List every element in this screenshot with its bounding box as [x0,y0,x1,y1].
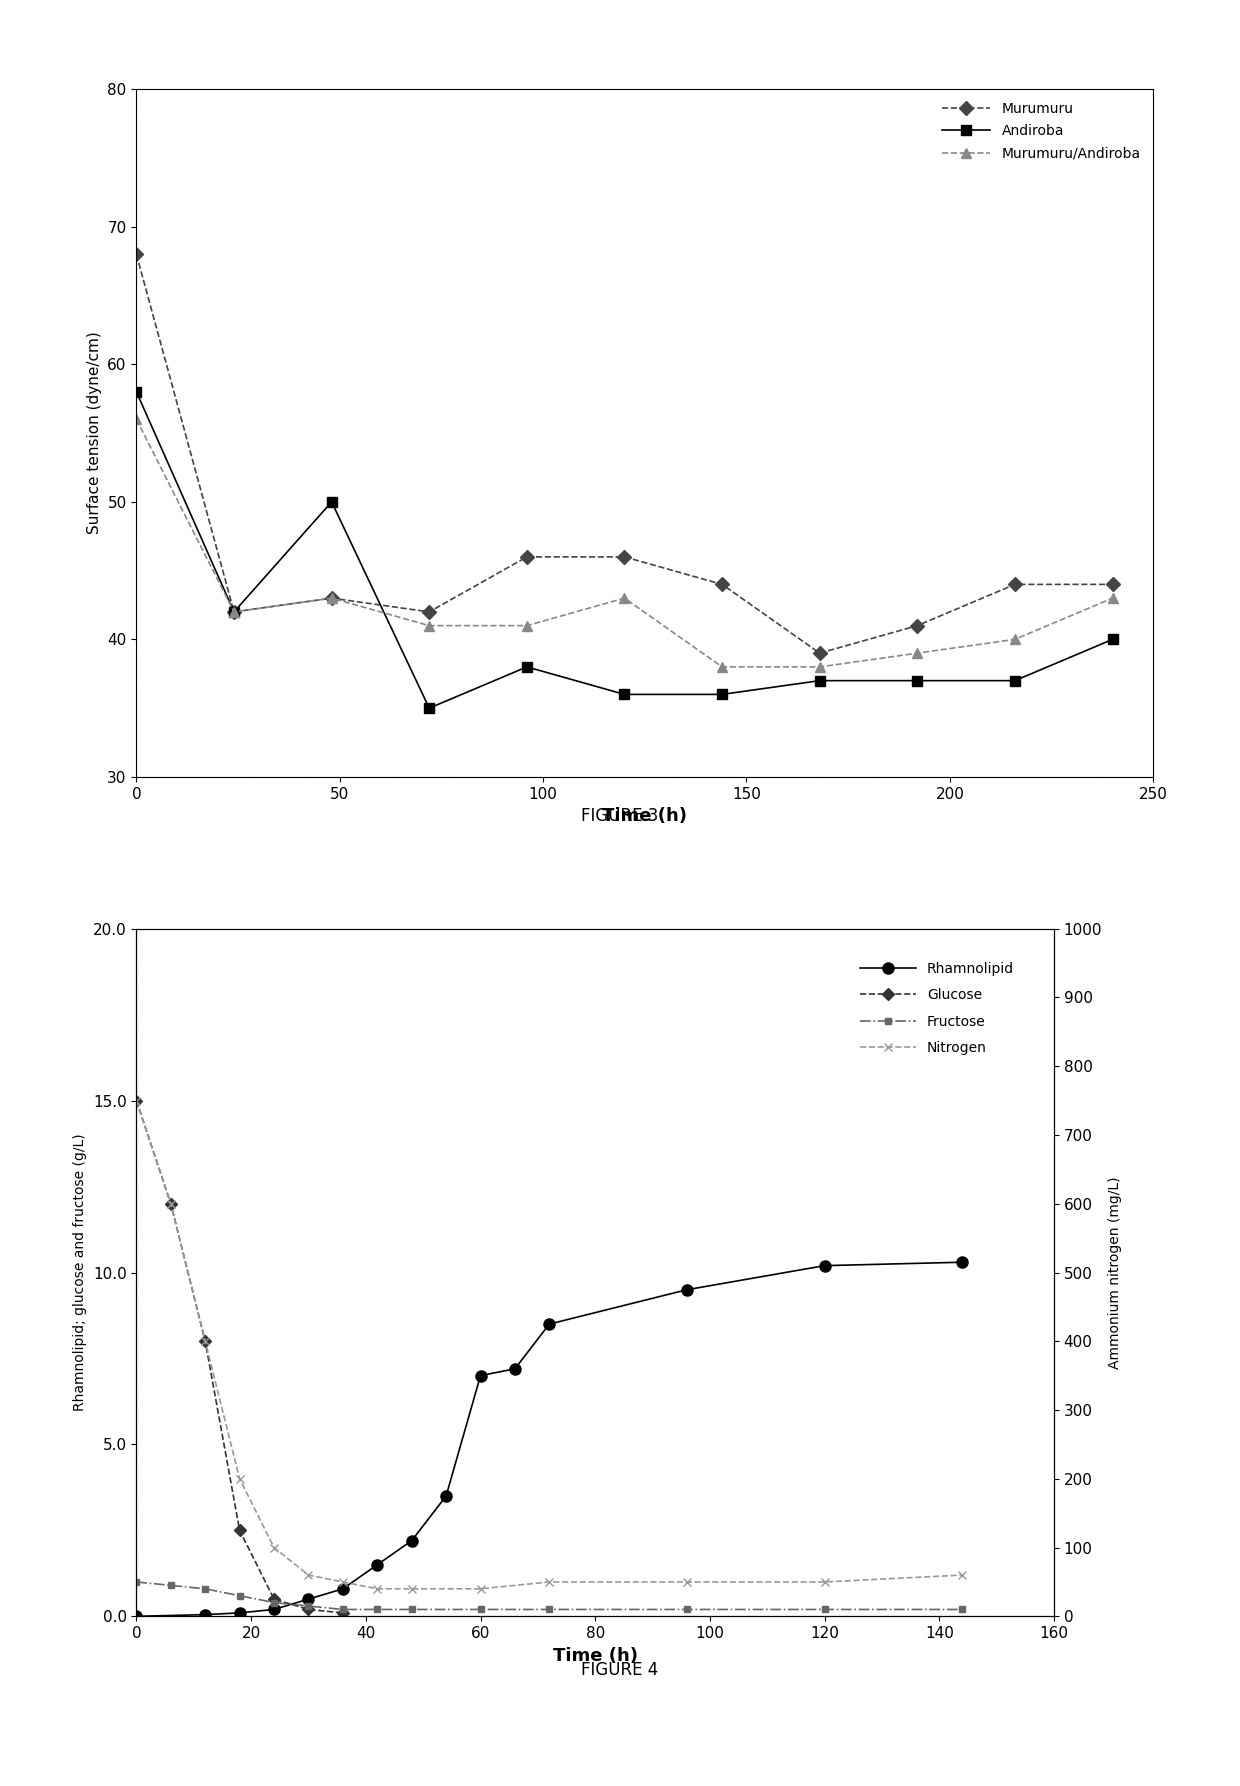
Murumuru [714,573,729,595]
Line: Andiroba: Andiroba [131,388,1117,713]
X-axis label: Time (h): Time (h) [553,1647,637,1665]
Murumuru/Andiroba [714,655,729,677]
Murumuru [422,602,436,623]
Murumuru [129,243,144,264]
Line: Fructose: Fructose [133,1579,966,1613]
Murumuru [520,547,534,568]
Andiroba [324,491,339,513]
Fructose [817,1598,832,1620]
Murumuru [1105,573,1120,595]
Glucose [335,1602,351,1623]
Andiroba [520,655,534,677]
Fructose [267,1591,281,1613]
Rhamnolipid [439,1486,454,1507]
Rhamnolipid [404,1531,419,1552]
Fructose [335,1598,351,1620]
Rhamnolipid [542,1313,557,1334]
Y-axis label: Surface tension (dyne/cm): Surface tension (dyne/cm) [87,332,102,534]
Andiroba [812,670,827,691]
Rhamnolipid [232,1602,247,1623]
Rhamnolipid [955,1252,970,1273]
Glucose [129,1089,144,1111]
Nitrogen [129,1089,144,1111]
Rhamnolipid [198,1604,213,1625]
Murumuru/Andiroba [227,602,242,623]
Murumuru/Andiroba [324,588,339,609]
Murumuru/Andiroba [812,655,827,677]
Rhamnolipid [129,1606,144,1627]
Murumuru/Andiroba [1007,629,1022,650]
Glucose [301,1598,316,1620]
Rhamnolipid [817,1256,832,1277]
Nitrogen [232,1468,247,1490]
Nitrogen [198,1331,213,1352]
Andiroba [714,684,729,705]
Nitrogen [680,1572,694,1593]
Murumuru [910,614,925,636]
Legend: Rhamnolipid, Glucose, Fructose, Nitrogen: Rhamnolipid, Glucose, Fructose, Nitrogen [854,956,1019,1061]
Murumuru/Andiroba [422,614,436,636]
Fructose [129,1572,144,1593]
Andiroba [910,670,925,691]
Murumuru [812,643,827,664]
Fructose [955,1598,970,1620]
Andiroba [422,698,436,720]
Fructose [404,1598,419,1620]
Murumuru [227,602,242,623]
Fructose [542,1598,557,1620]
Fructose [474,1598,489,1620]
Fructose [164,1575,179,1597]
Murumuru/Andiroba [1105,588,1120,609]
Rhamnolipid [301,1588,316,1609]
Rhamnolipid [507,1357,522,1379]
Nitrogen [301,1565,316,1586]
Rhamnolipid [474,1365,489,1386]
Rhamnolipid [335,1579,351,1600]
Murumuru [1007,573,1022,595]
Nitrogen [370,1579,384,1600]
Andiroba [1105,629,1120,650]
Line: Nitrogen: Nitrogen [133,1097,966,1593]
Glucose [232,1520,247,1541]
Glucose [198,1331,213,1352]
Andiroba [618,684,632,705]
Y-axis label: Rhamnolipid; glucose and fructose (g/L): Rhamnolipid; glucose and fructose (g/L) [73,1134,87,1411]
Text: FIGURE 3: FIGURE 3 [582,807,658,825]
Andiroba [227,602,242,623]
Murumuru/Andiroba [618,588,632,609]
Line: Murumuru: Murumuru [131,250,1117,657]
Legend: Murumuru, Andiroba, Murumuru/Andiroba: Murumuru, Andiroba, Murumuru/Andiroba [936,96,1146,166]
Murumuru/Andiroba [910,643,925,664]
Nitrogen [267,1536,281,1557]
Rhamnolipid [680,1279,694,1300]
Andiroba [1007,670,1022,691]
Fructose [680,1598,694,1620]
X-axis label: Time (h): Time (h) [603,807,687,825]
Rhamnolipid [267,1598,281,1620]
Murumuru/Andiroba [129,409,144,430]
Line: Glucose: Glucose [133,1097,347,1616]
Nitrogen [955,1565,970,1586]
Fructose [198,1579,213,1600]
Glucose [164,1193,179,1214]
Nitrogen [474,1579,489,1600]
Nitrogen [335,1572,351,1593]
Murumuru/Andiroba [520,614,534,636]
Nitrogen [404,1579,419,1600]
Text: FIGURE 4: FIGURE 4 [582,1661,658,1679]
Murumuru [618,547,632,568]
Fructose [301,1595,316,1616]
Nitrogen [164,1193,179,1214]
Nitrogen [542,1572,557,1593]
Fructose [232,1584,247,1606]
Line: Murumuru/Andiroba: Murumuru/Andiroba [131,414,1117,672]
Nitrogen [817,1572,832,1593]
Line: Rhamnolipid: Rhamnolipid [131,1257,967,1622]
Murumuru [324,588,339,609]
Fructose [370,1598,384,1620]
Andiroba [129,380,144,402]
Rhamnolipid [370,1554,384,1575]
Y-axis label: Ammonium nitrogen (mg/L): Ammonium nitrogen (mg/L) [1107,1177,1122,1368]
Glucose [267,1588,281,1609]
